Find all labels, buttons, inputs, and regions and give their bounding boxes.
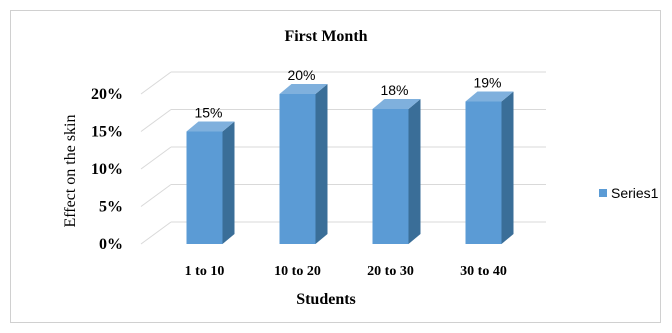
y-axis-ticks: 0% 5% 10% 15% 20%: [91, 86, 123, 253]
bar-top: [279, 84, 328, 94]
y-tick-label: 15%: [91, 124, 123, 141]
data-label: 15%: [194, 105, 222, 121]
bar: [465, 91, 514, 244]
x-axis-title: Students: [296, 291, 356, 308]
x-category-label: 20 to 30: [367, 264, 414, 279]
y-tick-label: 20%: [91, 86, 123, 103]
y-tick-label: 5%: [99, 199, 123, 216]
x-axis-categories: 1 to 10 10 to 20 20 to 30 30 to 40: [185, 264, 507, 279]
data-label: 20%: [287, 67, 315, 83]
chart-area: First Month Effect on the skin Students …: [10, 10, 661, 323]
bar-top: [465, 91, 514, 102]
bar-chart: First Month Effect on the skin Students …: [62, 28, 659, 308]
bar: [372, 99, 421, 244]
bar-side: [222, 121, 235, 244]
y-tick-label: 0%: [99, 236, 123, 253]
bar-top: [372, 99, 421, 109]
bar-front: [465, 101, 502, 244]
bar-front: [186, 131, 223, 244]
bar-side: [408, 99, 421, 244]
gridline-side: [140, 146, 172, 170]
data-label: 19%: [473, 75, 501, 91]
data-label: 18%: [380, 82, 408, 98]
x-category-label: 10 to 20: [274, 264, 321, 279]
bar-front: [279, 94, 316, 244]
chart-title: First Month: [284, 28, 367, 45]
bar-top: [186, 121, 235, 132]
gridline-side: [140, 109, 172, 132]
y-axis-title: Effect on the skin: [62, 114, 79, 227]
gridline-side: [140, 184, 172, 207]
bars: [186, 84, 514, 244]
bar-front: [372, 109, 409, 244]
x-category-label: 1 to 10: [185, 264, 225, 279]
bar-side: [501, 91, 514, 244]
data-labels: 15% 20% 18% 19%: [194, 67, 501, 121]
gridline-side: [140, 221, 172, 245]
bar: [186, 121, 235, 244]
legend: Series1: [599, 185, 659, 201]
gridline-side: [140, 71, 172, 95]
legend-label: Series1: [611, 185, 659, 201]
legend-swatch: [599, 189, 607, 197]
bar: [279, 84, 328, 244]
bar-side: [315, 84, 328, 244]
x-category-label: 30 to 40: [460, 264, 507, 279]
y-tick-label: 10%: [91, 161, 123, 178]
